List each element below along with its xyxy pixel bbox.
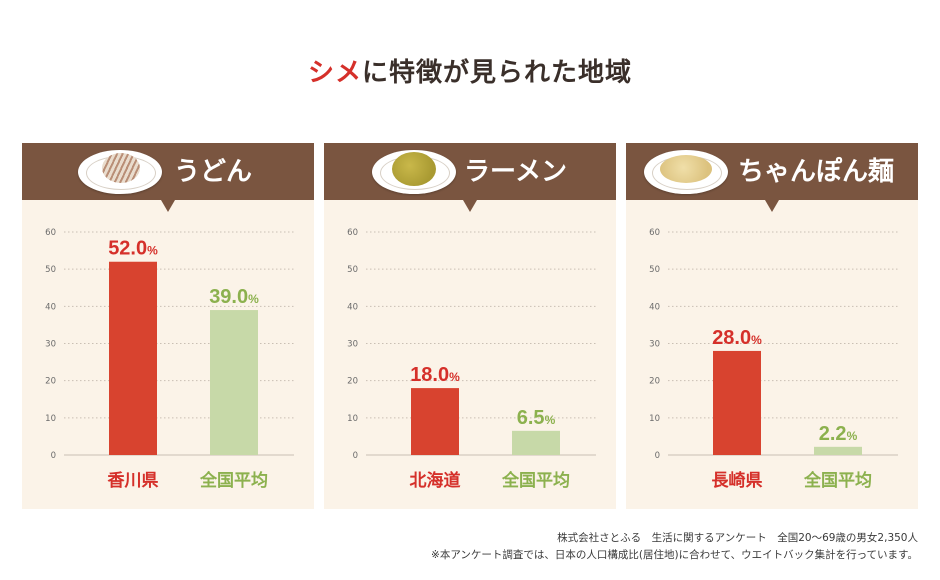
champon-bowl-icon: [644, 150, 728, 194]
page-title-rest: に特徴が見られた地域: [362, 58, 633, 88]
category-label: 長崎県: [712, 470, 763, 491]
y-tick-label: 60: [347, 228, 358, 238]
y-tick-label: 60: [45, 228, 56, 238]
y-tick-label: 10: [649, 414, 660, 424]
panel-pointer: [765, 200, 779, 212]
y-tick-label: 0: [353, 451, 358, 461]
category-label: 香川県: [108, 471, 159, 491]
bar-national-average: [512, 430, 560, 455]
y-tick-label: 30: [347, 340, 358, 350]
panel-title: ちゃんぽん麺: [738, 157, 895, 187]
data-label: 6.5%: [517, 407, 556, 429]
ramen-bowl-icon: [372, 150, 456, 194]
bar-region: [411, 388, 459, 455]
y-tick-label: 10: [347, 414, 358, 424]
y-tick-label: 40: [649, 302, 660, 312]
panel-pointer: [161, 200, 175, 212]
y-tick-label: 20: [45, 377, 56, 387]
category-label: 全国平均: [199, 470, 268, 491]
y-tick-label: 10: [45, 414, 56, 424]
panel-title: ラーメン: [464, 157, 567, 187]
chart-panel-udon: うどん 0 10 20 30 40 50 60 52.0% 香川県 39.0% 全国平均: [22, 143, 314, 509]
page-title: シメに特徴が見られた地域: [0, 52, 940, 89]
chart-panel-ramen: ラーメン 0 10 20 30 40 50 60 18.0% 北海道 6.5% 全国平均: [324, 143, 616, 509]
data-label: 2.2%: [819, 423, 858, 445]
y-tick-label: 50: [347, 265, 358, 275]
data-label: 18.0%: [410, 364, 460, 386]
panel-title: うどん: [174, 157, 253, 187]
category-label: 全国平均: [803, 470, 872, 491]
y-tick-label: 0: [51, 451, 56, 461]
y-tick-label: 30: [45, 340, 56, 350]
y-tick-label: 40: [45, 302, 56, 312]
data-label: 28.0%: [712, 327, 762, 349]
udon-bowl-icon: [78, 150, 162, 194]
panel-header: [22, 143, 314, 200]
bar-chart: 0 10 20 30 40 50 60 52.0% 香川県 39.0% 全国平均: [45, 228, 294, 491]
y-tick-label: 40: [347, 302, 358, 312]
y-tick-label: 20: [649, 377, 660, 387]
page-title-accent: シメ: [307, 58, 362, 88]
y-tick-label: 50: [649, 265, 660, 275]
bar-chart: 0 10 20 30 40 50 60 18.0% 北海道 6.5% 全国平均: [347, 228, 596, 491]
footnote-weighting: ※本アンケート調査では、日本の人口構成比(居住地)に合わせて、ウエイトバック集計…: [431, 549, 918, 561]
y-tick-label: 0: [655, 451, 660, 461]
category-label: 全国平均: [501, 470, 570, 491]
data-label: 39.0%: [209, 286, 259, 308]
bar-national-average: [814, 446, 862, 455]
y-tick-label: 20: [347, 377, 358, 387]
chart-panel-champon: ちゃんぽん麺 0 10 20 30 40 50 60 28.0% 長崎県 2.2% 全国平均: [626, 143, 918, 509]
panel-pointer: [463, 200, 477, 212]
data-label: 52.0%: [108, 238, 158, 260]
footnote-survey: 株式会社さとふる 生活に関するアンケート 全国20～69歳の男女2,350人: [557, 532, 918, 544]
bar-region: [109, 261, 157, 455]
bar-region: [713, 350, 761, 455]
category-label: 北海道: [410, 470, 461, 491]
y-tick-label: 30: [649, 340, 660, 350]
y-tick-label: 50: [45, 265, 56, 275]
bar-chart: 0 10 20 30 40 50 60 28.0% 長崎県 2.2% 全国平均: [649, 228, 898, 491]
y-tick-label: 60: [649, 228, 660, 238]
bar-national-average: [210, 310, 258, 455]
